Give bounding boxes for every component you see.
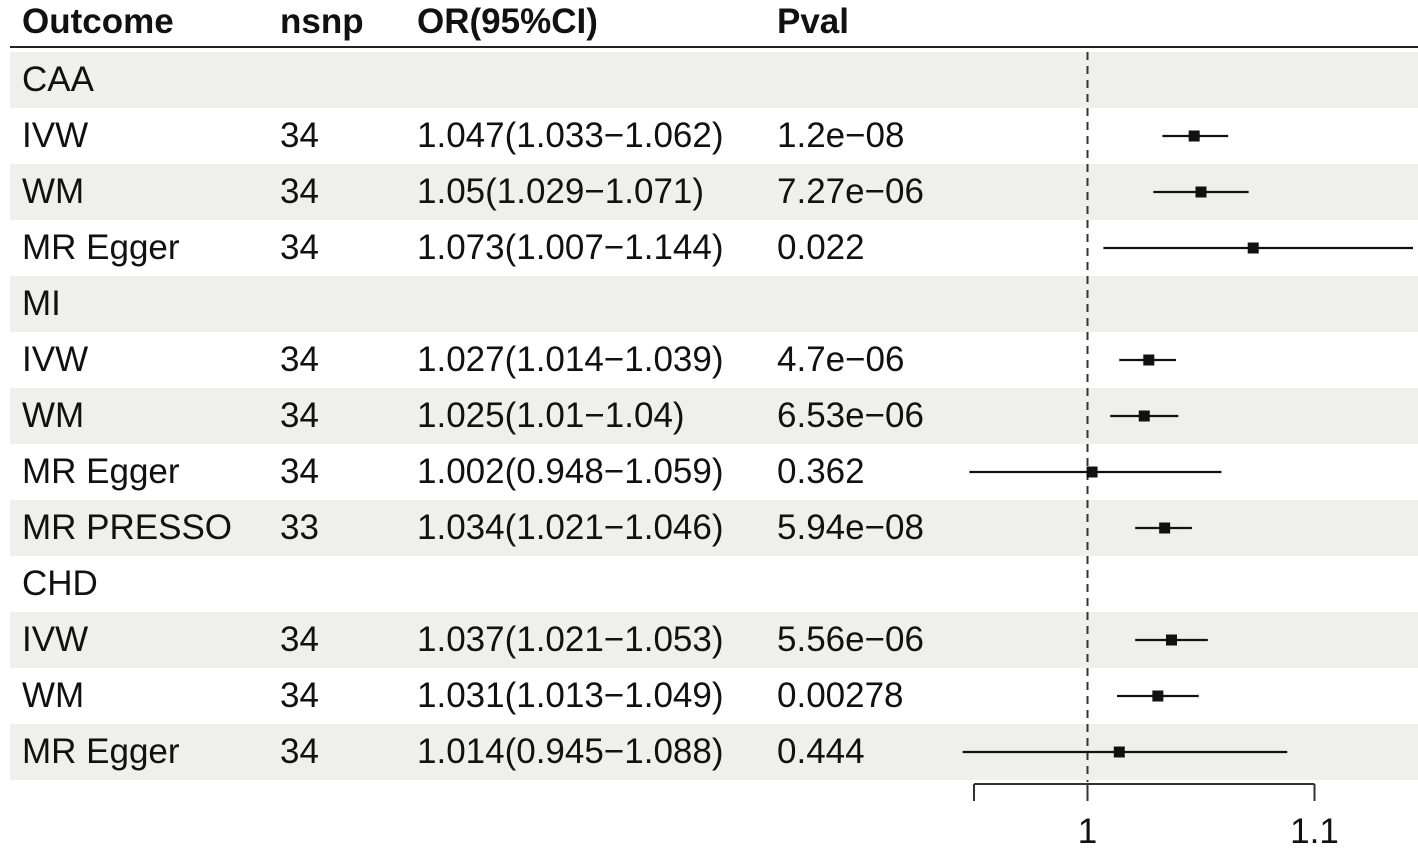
outcome-cell: MR Egger	[22, 732, 180, 771]
pval-cell: 0.022	[777, 228, 865, 267]
header-outcome: Outcome	[22, 2, 174, 41]
nsnp-cell: 34	[280, 732, 319, 771]
pval-cell: 1.2e−08	[777, 116, 905, 155]
table-row: WM 34 1.031(1.013−1.049) 0.00278	[10, 668, 1418, 724]
table-row: IVW 34 1.047(1.033−1.062) 1.2e−08	[10, 108, 1418, 164]
outcome-cell: CHD	[22, 564, 98, 603]
outcome-cell: IVW	[22, 340, 89, 379]
results-table: CAA IVW 34 1.047(1.033−1.062) 1.2e−08 WM 34 1.0…	[10, 52, 1418, 780]
header-or: OR(95%CI)	[417, 2, 598, 41]
table-row: MR Egger 34 1.014(0.945−1.088) 0.444	[10, 724, 1418, 780]
x-tick-label: 1	[1078, 812, 1097, 851]
outcome-cell: MR Egger	[22, 228, 180, 267]
table-row: IVW 34 1.027(1.014−1.039) 4.7e−06	[10, 332, 1418, 388]
pval-cell: 7.27e−06	[777, 172, 924, 211]
or-cell: 1.025(1.01−1.04)	[417, 396, 685, 435]
outcome-cell: WM	[22, 172, 85, 211]
outcome-cell: IVW	[22, 620, 89, 659]
pval-cell: 6.53e−06	[777, 396, 924, 435]
or-cell: 1.047(1.033−1.062)	[417, 116, 724, 155]
pval-cell: 5.94e−08	[777, 508, 924, 547]
outcome-cell: WM	[22, 676, 85, 715]
x-tick-label: 1.1	[1290, 812, 1339, 851]
or-cell: 1.034(1.021−1.046)	[417, 508, 724, 547]
header-nsnp: nsnp	[280, 2, 364, 41]
nsnp-cell: 34	[280, 676, 319, 715]
outcome-cell: MR PRESSO	[22, 508, 233, 547]
nsnp-cell: 34	[280, 116, 319, 155]
group-row: MI	[10, 276, 1418, 332]
header-rule	[10, 46, 1418, 48]
outcome-cell: CAA	[22, 60, 94, 99]
pval-cell: 5.56e−06	[777, 620, 924, 659]
or-cell: 1.037(1.021−1.053)	[417, 620, 724, 659]
or-cell: 1.073(1.007−1.144)	[417, 228, 724, 267]
nsnp-cell: 34	[280, 172, 319, 211]
or-cell: 1.031(1.013−1.049)	[417, 676, 724, 715]
outcome-cell: WM	[22, 396, 85, 435]
nsnp-cell: 34	[280, 396, 319, 435]
table-row: IVW 34 1.037(1.021−1.053) 5.56e−06	[10, 612, 1418, 668]
header-pval: Pval	[777, 2, 849, 41]
pval-cell: 0.362	[777, 452, 865, 491]
group-row: CAA	[10, 52, 1418, 108]
outcome-cell: MI	[22, 284, 61, 323]
or-cell: 1.014(0.945−1.088)	[417, 732, 724, 771]
or-cell: 1.05(1.029−1.071)	[417, 172, 705, 211]
pval-cell: 0.444	[777, 732, 865, 771]
nsnp-cell: 34	[280, 620, 319, 659]
nsnp-cell: 33	[280, 508, 319, 547]
table-row: WM 34 1.025(1.01−1.04) 6.53e−06	[10, 388, 1418, 444]
pval-cell: 0.00278	[777, 676, 904, 715]
table-row: MR Egger 34 1.073(1.007−1.144) 0.022	[10, 220, 1418, 276]
table-header: Outcome nsnp OR(95%CI) Pval	[0, 0, 1418, 46]
group-row: CHD	[10, 556, 1418, 612]
or-cell: 1.027(1.014−1.039)	[417, 340, 724, 379]
table-row: MR Egger 34 1.002(0.948−1.059) 0.362	[10, 444, 1418, 500]
nsnp-cell: 34	[280, 340, 319, 379]
outcome-cell: MR Egger	[22, 452, 180, 491]
nsnp-cell: 34	[280, 228, 319, 267]
or-cell: 1.002(0.948−1.059)	[417, 452, 724, 491]
table-row: WM 34 1.05(1.029−1.071) 7.27e−06	[10, 164, 1418, 220]
table-row: MR PRESSO 33 1.034(1.021−1.046) 5.94e−08	[10, 500, 1418, 556]
pval-cell: 4.7e−06	[777, 340, 905, 379]
outcome-cell: IVW	[22, 116, 89, 155]
nsnp-cell: 34	[280, 452, 319, 491]
